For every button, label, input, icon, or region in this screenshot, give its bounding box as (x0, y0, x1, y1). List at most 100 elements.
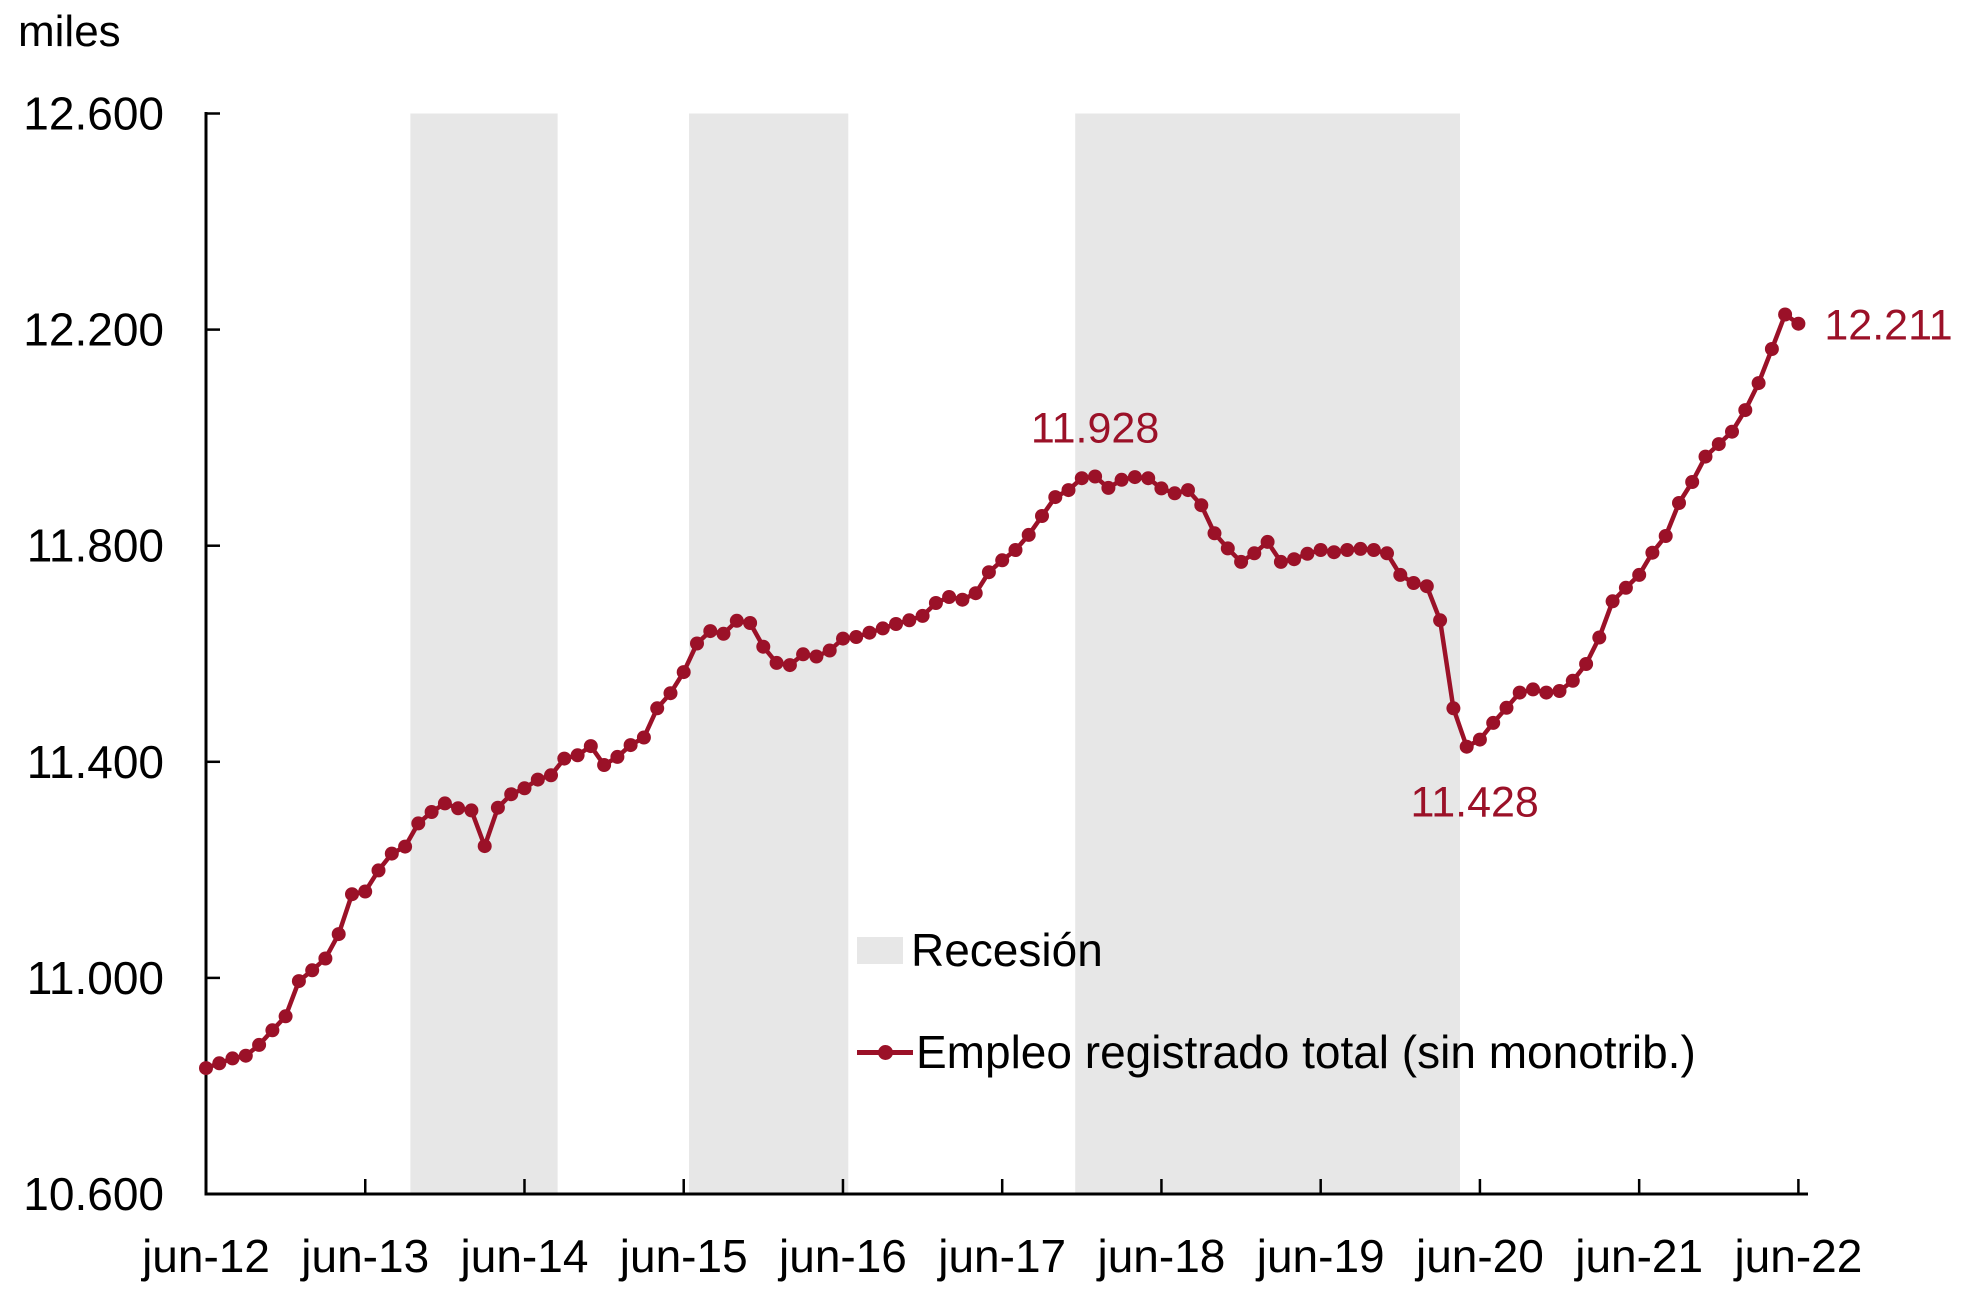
data-point-marker (1406, 576, 1421, 590)
data-point-marker (796, 647, 811, 662)
data-point-marker (398, 839, 413, 854)
data-point-marker (729, 613, 744, 628)
data-point-marker (1419, 579, 1434, 594)
x-axis-tick-label: jun-14 (459, 1230, 589, 1282)
data-point-marker (1565, 673, 1580, 688)
data-point-marker (225, 1051, 240, 1066)
data-point-marker (1725, 424, 1739, 439)
data-point-marker (1459, 739, 1474, 754)
x-axis-tick-label: jun-22 (1732, 1230, 1862, 1282)
data-point-marker (199, 1061, 213, 1076)
data-point-marker (902, 613, 917, 628)
data-point-marker (1234, 554, 1249, 569)
y-axis-tick-label: 11.800 (27, 520, 164, 572)
data-point-marker (1247, 546, 1262, 561)
data-point-marker (490, 800, 505, 815)
data-point-marker (676, 665, 691, 680)
data-point-marker (1499, 700, 1514, 715)
data-point-marker (517, 781, 532, 796)
data-point-marker (743, 616, 758, 630)
data-point-marker (1552, 684, 1567, 698)
data-point-marker (1685, 475, 1700, 489)
data-point-marker (1008, 543, 1023, 557)
data-point-marker (1605, 594, 1620, 609)
data-point-marker (915, 608, 930, 623)
data-point-marker (1366, 543, 1381, 557)
data-point-marker (1632, 567, 1647, 582)
data-point-marker (1698, 449, 1713, 464)
data-point-marker (278, 1009, 293, 1024)
data-point-marker (1791, 316, 1806, 331)
data-point-marker (1313, 543, 1328, 557)
y-axis-tick-label: 12.200 (23, 304, 164, 356)
data-point-marker (530, 772, 545, 787)
recession-band-swatch-icon (857, 936, 903, 964)
y-axis-tick-label: 11.000 (27, 952, 164, 1004)
data-point-marker (291, 974, 306, 989)
data-point-marker (756, 639, 771, 654)
x-axis-tick-label: jun-13 (299, 1230, 429, 1282)
annotation-peak: 11.928 (1031, 405, 1159, 453)
data-point-marker (544, 768, 558, 783)
data-point-marker (703, 624, 718, 639)
data-point-marker (836, 631, 850, 646)
x-axis-tick-label: jun-16 (777, 1230, 907, 1282)
data-point-marker (782, 658, 797, 673)
data-point-marker (875, 621, 890, 636)
recession-legend-label: Recesión (911, 924, 1103, 976)
data-point-marker (1658, 529, 1673, 543)
series-line-marker-icon (857, 1044, 913, 1060)
data-point-marker (1778, 307, 1793, 322)
data-point-marker (464, 803, 479, 818)
chart-legend: Recesión Empleo registrado total (sin mo… (857, 922, 1696, 1080)
data-point-marker (1035, 509, 1049, 523)
data-point-marker (1380, 546, 1394, 561)
data-point-marker (650, 701, 665, 716)
data-point-marker (345, 887, 359, 902)
data-point-marker (1433, 613, 1448, 628)
data-point-marker (849, 630, 864, 644)
data-point-marker (690, 636, 704, 651)
data-point-marker (1539, 685, 1554, 700)
data-point-marker (1446, 701, 1461, 716)
data-point-marker (1300, 546, 1315, 561)
data-point-marker (623, 738, 638, 753)
data-point-marker (1167, 486, 1182, 501)
y-axis-tick-label: 10.600 (23, 1168, 164, 1220)
x-axis-tick-label: jun-12 (140, 1230, 270, 1282)
data-point-marker (1764, 342, 1779, 356)
data-point-marker (252, 1037, 267, 1052)
data-point-marker (504, 787, 519, 802)
data-point-marker (1207, 526, 1222, 541)
data-point-marker (1526, 682, 1540, 697)
x-axis-tick-label: jun-15 (618, 1230, 748, 1282)
data-point-marker (1618, 580, 1633, 595)
data-point-marker (716, 626, 731, 641)
data-point-marker (1181, 483, 1195, 498)
data-point-marker (889, 617, 903, 631)
recession-band (1075, 113, 1461, 1193)
recession-band (410, 113, 558, 1193)
data-point-marker (1672, 496, 1686, 510)
data-point-marker (663, 686, 678, 701)
data-point-marker (1353, 541, 1368, 556)
data-point-marker (1194, 498, 1209, 513)
data-point-marker (477, 839, 492, 854)
data-point-marker (411, 816, 426, 831)
data-point-marker (331, 927, 346, 942)
data-point-marker (358, 884, 373, 899)
annotation-last-value: 12.211 (1824, 302, 1952, 350)
data-point-marker (968, 586, 983, 601)
data-point-marker (1486, 715, 1501, 730)
x-axis-tick-label: jun-18 (1096, 1230, 1226, 1282)
data-point-marker (583, 739, 598, 754)
x-axis-tick-label: jun-21 (1573, 1230, 1703, 1282)
data-point-marker (981, 565, 996, 580)
data-point-marker (318, 951, 333, 966)
data-point-marker (1048, 490, 1063, 505)
data-point-marker (610, 749, 625, 764)
data-point-marker (1393, 567, 1408, 582)
data-point-marker (1340, 543, 1355, 557)
